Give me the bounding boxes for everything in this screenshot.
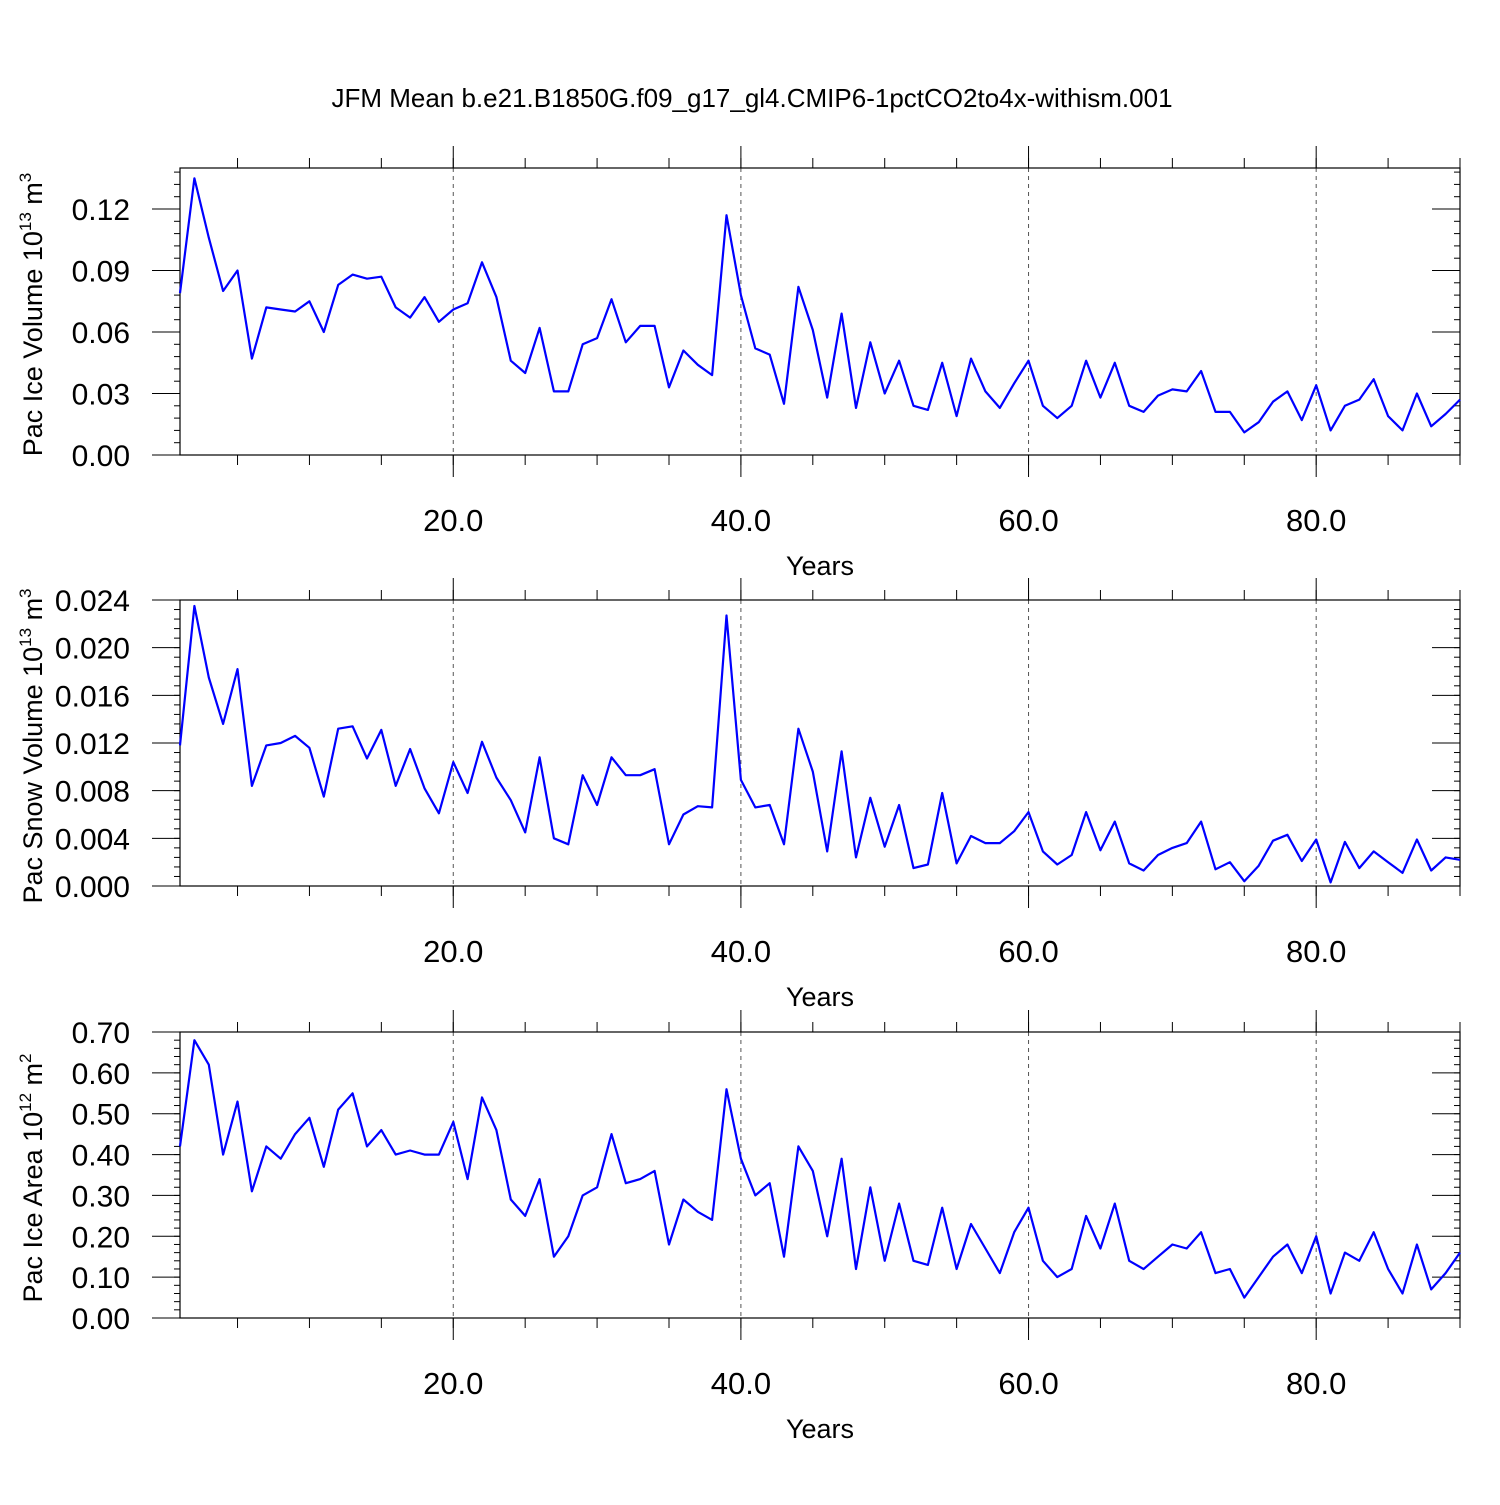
y-tick-label: 0.00	[72, 1303, 130, 1336]
plot-frame	[180, 600, 1460, 886]
x-axis-label: Years	[786, 551, 854, 581]
y-tick-label: 0.004	[55, 823, 130, 856]
x-tick-label: 60.0	[998, 503, 1058, 538]
x-axis-label: Years	[786, 982, 854, 1012]
y-axis-label: Pac Ice Volume 1013 m3	[16, 173, 48, 457]
y-tick-label: 0.12	[72, 194, 130, 227]
x-tick-label: 40.0	[711, 934, 771, 969]
y-tick-label: 0.10	[72, 1262, 130, 1295]
panels: 0.00 0.03 0.06 0.09 0.12 20.0 40.0 60.0 80.0 Year…	[16, 146, 1460, 1444]
y-tick-label: 0.40	[72, 1140, 130, 1173]
y-tick-label: 0.70	[72, 1017, 130, 1050]
y-tick-label: 0.016	[55, 680, 130, 713]
x-tick-label: 60.0	[998, 934, 1058, 969]
x-tick-label: 20.0	[423, 934, 483, 969]
y-tick-label: 0.09	[72, 256, 130, 289]
y-tick-label: 0.000	[55, 871, 130, 904]
y-tick-label: 0.00	[72, 440, 130, 473]
y-axis-label: Pac Snow Volume 1013 m3	[16, 588, 48, 903]
x-tick-label: 40.0	[711, 503, 771, 538]
panel-3: 0.00 0.10 0.20 0.30 0.40 0.50 0.60 0.70 20.0 40.0…	[16, 1010, 1460, 1444]
x-tick-label: 20.0	[423, 503, 483, 538]
x-tick-label: 80.0	[1286, 934, 1346, 969]
y-tick-label: 0.30	[72, 1180, 130, 1213]
x-tick-label: 20.0	[423, 1366, 483, 1401]
panel-1: 0.00 0.03 0.06 0.09 0.12 20.0 40.0 60.0 80.0 Year…	[16, 146, 1460, 581]
y-tick-label: 0.06	[72, 317, 130, 350]
y-tick-label: 0.024	[55, 585, 130, 618]
plot-frame	[180, 168, 1460, 455]
x-tick-label: 80.0	[1286, 1366, 1346, 1401]
y-tick-label: 0.012	[55, 728, 130, 761]
x-tick-label: 60.0	[998, 1366, 1058, 1401]
y-tick-label: 0.03	[72, 379, 130, 412]
chart-title: JFM Mean b.e21.B1850G.f09_g17_gl4.CMIP6-…	[331, 83, 1172, 113]
y-axis-label: Pac Ice Area 1012 m2	[16, 1053, 48, 1302]
series-line-1	[180, 178, 1460, 432]
y-tick-label: 0.60	[72, 1058, 130, 1091]
x-axis-label: Years	[786, 1414, 854, 1444]
plot-frame	[180, 1032, 1460, 1318]
y-tick-label: 0.020	[55, 633, 130, 666]
y-tick-label: 0.008	[55, 776, 130, 809]
series-line-1	[180, 1040, 1460, 1297]
y-tick-label: 0.50	[72, 1099, 130, 1132]
y-tick-label: 0.20	[72, 1221, 130, 1254]
series-line-1	[180, 606, 1460, 882]
x-tick-label: 40.0	[711, 1366, 771, 1401]
x-tick-label: 80.0	[1286, 503, 1346, 538]
panel-2: 0.000 0.004 0.008 0.012 0.016 0.020 0.024 20.0 4…	[16, 578, 1460, 1012]
